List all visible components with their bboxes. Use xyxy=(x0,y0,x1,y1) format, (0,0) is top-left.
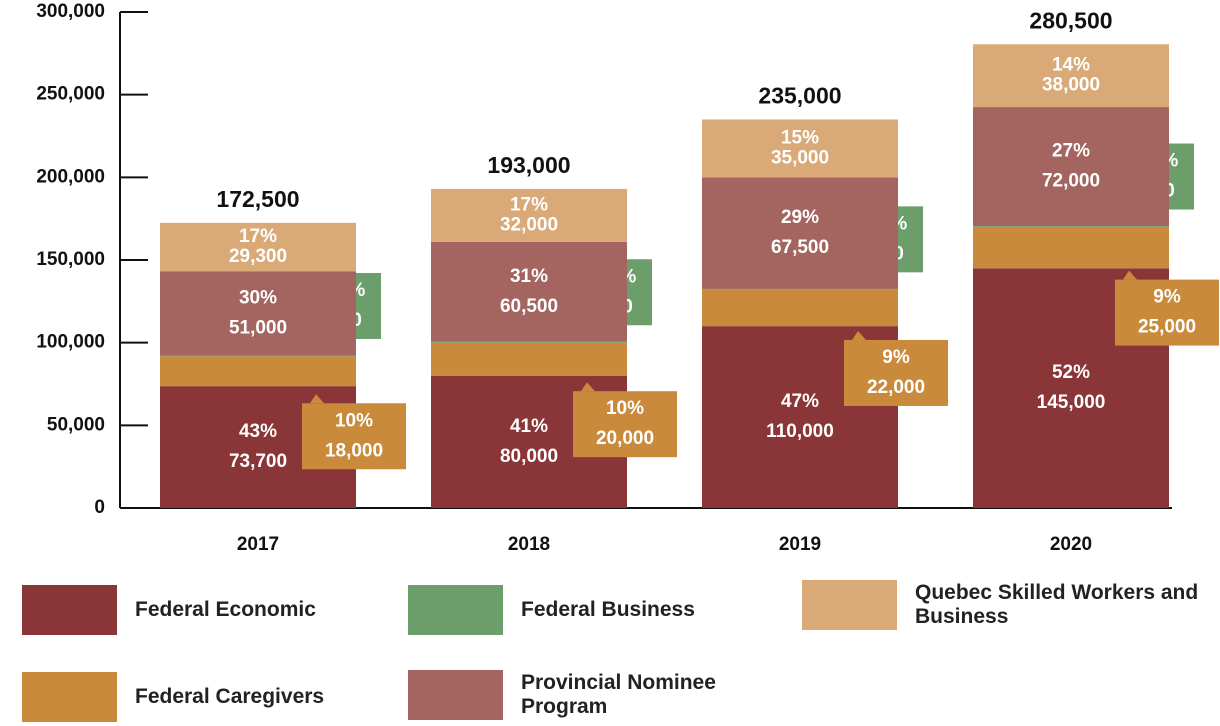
y-tick-label: 0 xyxy=(94,497,105,518)
value-label: 72,000 xyxy=(1042,171,1100,192)
share-label: 43% xyxy=(239,421,277,442)
share-label: 17% xyxy=(510,194,548,215)
value-label: 32,000 xyxy=(500,214,558,235)
bar-segment xyxy=(973,226,1169,269)
share-label: 47% xyxy=(781,391,819,412)
bar-segment xyxy=(702,177,898,289)
callout-pointer xyxy=(581,382,595,392)
share-label: 17% xyxy=(239,226,277,247)
total-label: 280,500 xyxy=(1029,7,1112,33)
bar-segment xyxy=(160,356,356,387)
bar-segment xyxy=(431,341,627,343)
bar-segment xyxy=(702,289,898,327)
share-label: 9% xyxy=(882,347,910,368)
callout-box xyxy=(302,403,406,470)
bar-segment xyxy=(973,107,1169,227)
share-label: 27% xyxy=(1052,141,1090,162)
bar-segment xyxy=(160,271,356,356)
value-label: 29,300 xyxy=(229,246,287,267)
value-label: 80,000 xyxy=(500,446,558,467)
x-tick-label: 2017 xyxy=(237,534,279,555)
callout-pointer xyxy=(310,394,324,404)
bar-segment xyxy=(431,188,627,242)
total-label: 193,000 xyxy=(487,152,570,178)
x-tick-label: 2020 xyxy=(1050,534,1092,555)
legend-item: Federal Business xyxy=(408,585,821,635)
share-label: 14% xyxy=(1052,55,1090,76)
bar-segment xyxy=(431,342,627,376)
total-label: 172,500 xyxy=(216,186,299,212)
legend-swatch xyxy=(408,670,503,720)
legend-swatch xyxy=(802,580,897,630)
share-label: 52% xyxy=(1052,362,1090,383)
bar-segment xyxy=(702,119,898,178)
share-label: 29% xyxy=(781,207,819,228)
bar-segment xyxy=(702,288,898,290)
total-label: 235,000 xyxy=(758,83,841,109)
legend-item: Federal Caregivers xyxy=(22,672,435,722)
legend-label: Provincial Nominee Program xyxy=(521,671,716,718)
value-label: 110,000 xyxy=(766,421,834,442)
legend-item: Quebec Skilled Workers and Business xyxy=(802,580,1215,630)
y-tick-label: 150,000 xyxy=(36,249,105,270)
bar-segment xyxy=(973,226,1169,227)
value-label: 20,000 xyxy=(596,428,654,449)
value-label: 145,000 xyxy=(1037,392,1106,413)
value-label: 25,000 xyxy=(1138,317,1196,338)
value-label: 73,700 xyxy=(229,451,287,472)
share-label: 30% xyxy=(239,287,277,308)
callout: 9% 25,000 xyxy=(1115,270,1219,346)
share-label: 9% xyxy=(1153,287,1181,308)
callout-box xyxy=(573,391,677,458)
value-label: 22,000 xyxy=(867,377,925,398)
legend-swatch xyxy=(22,585,117,635)
share-label: 15% xyxy=(781,127,819,148)
y-tick-label: 200,000 xyxy=(36,166,105,187)
legend-swatch xyxy=(22,672,117,722)
callout: 10% 20,000 xyxy=(573,382,677,458)
value-label: 35,000 xyxy=(771,147,829,168)
chart: 0 50,000 100,000 150,000 200,000 250,000 300,0… xyxy=(36,1,1219,555)
legend-label: Federal Business xyxy=(521,598,695,621)
bar-segment xyxy=(160,355,356,357)
x-tick-label: 2018 xyxy=(508,534,550,555)
share-label: 41% xyxy=(510,416,548,437)
x-tick-label: 2019 xyxy=(779,534,821,555)
legend-swatch xyxy=(408,585,503,635)
legend-label: Quebec Skilled Workers and Business xyxy=(915,581,1199,628)
value-label: 67,500 xyxy=(771,237,829,258)
callout: 10% 18,000 xyxy=(302,394,406,470)
callout: 9% 22,000 xyxy=(844,330,948,406)
legend-label: Federal Economic xyxy=(135,598,316,621)
y-tick-label: 50,000 xyxy=(47,414,105,435)
value-label: 60,500 xyxy=(500,296,558,317)
y-tick-label: 300,000 xyxy=(36,1,105,22)
share-label: 10% xyxy=(335,410,373,431)
y-tick-label: 250,000 xyxy=(36,84,105,105)
callout-pointer xyxy=(852,330,866,340)
share-label: 10% xyxy=(606,398,644,419)
bar-segment xyxy=(973,44,1169,108)
value-label: 51,000 xyxy=(229,317,287,338)
callout-box xyxy=(1115,279,1219,346)
legend-item: Provincial Nominee Program xyxy=(408,670,771,720)
y-tick-label: 100,000 xyxy=(36,332,105,353)
value-label: 18,000 xyxy=(325,440,383,461)
callout-box xyxy=(844,339,948,406)
legend-label: Federal Caregivers xyxy=(135,685,325,708)
bar-segment xyxy=(431,241,627,342)
callout-pointer xyxy=(1123,270,1137,280)
bar-segment xyxy=(160,222,356,272)
legend-item: Federal Economic xyxy=(22,585,435,635)
share-label: 31% xyxy=(510,266,548,287)
value-label: 38,000 xyxy=(1042,75,1100,96)
